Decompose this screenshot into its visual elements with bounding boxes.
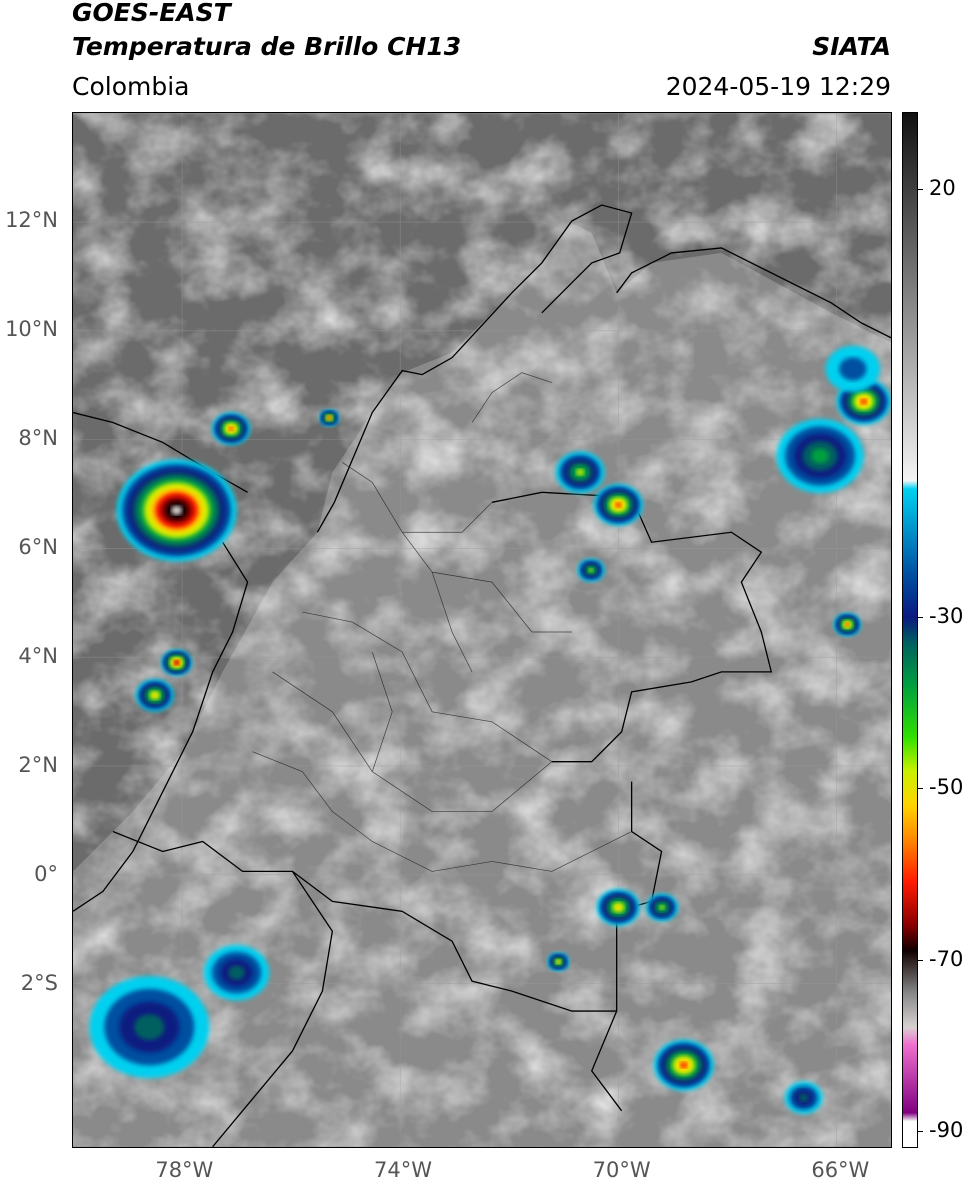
- lat-tick-label: 10°N: [5, 317, 58, 342]
- lat-tick-label: 0°: [34, 862, 58, 887]
- colorbar-tick-label: -30: [929, 604, 964, 629]
- storm-cordoba: [319, 409, 340, 427]
- lon-tick-label: 74°W: [374, 1158, 432, 1182]
- border-peru: [292, 870, 617, 1012]
- organization-label: SIATA: [812, 32, 891, 61]
- storm-contour: [228, 965, 245, 980]
- satellite-title: GOES-EAST: [72, 0, 231, 27]
- colorbar-tick-label: -70: [929, 946, 964, 971]
- storm-contour: [171, 505, 183, 515]
- region-label: Colombia: [72, 72, 190, 101]
- temperature-colorbar: [902, 112, 918, 1148]
- storm-uraba: [212, 412, 251, 445]
- lon-tick-label: 66°W: [811, 1158, 870, 1182]
- storm-venezuela-east: [776, 418, 864, 494]
- storm-ecuador-south: [89, 976, 210, 1079]
- storm-contour: [588, 568, 594, 573]
- storm-amazon-3: [645, 893, 679, 922]
- storm-pacific-south-1: [135, 679, 174, 712]
- storm-amazon-2: [596, 888, 641, 926]
- product-title: Temperatura de Brillo CH13: [72, 32, 462, 61]
- coastline-venezuela: [616, 247, 891, 339]
- colorbar-tick-label: -90: [929, 1117, 964, 1142]
- storm-contour: [839, 357, 867, 381]
- storm-amazon-5: [784, 1081, 823, 1115]
- storm-pacific-south-2: [161, 649, 192, 676]
- cloud-texture: [73, 113, 891, 1147]
- border-panama: [73, 411, 248, 493]
- lat-tick-label: 6°N: [18, 535, 58, 560]
- border-ecuador: [112, 830, 334, 1147]
- storm-apure: [555, 451, 605, 494]
- lat-tick-label: 2°N: [18, 753, 58, 778]
- lon-tick-label: 78°W: [155, 1158, 214, 1182]
- storm-contour: [860, 398, 868, 405]
- storm-contour: [174, 660, 179, 665]
- lon-tick-label: 70°W: [592, 1158, 651, 1182]
- storm-contour: [228, 426, 234, 431]
- storm-contour: [659, 905, 665, 910]
- storm-arauca: [593, 484, 643, 526]
- colorbar-tick: [918, 189, 923, 191]
- coastline-pacific: [73, 541, 249, 912]
- colorbar-tick-label: -50: [929, 775, 964, 800]
- colorbar-tick: [918, 617, 923, 619]
- colorbar-tick: [918, 1130, 923, 1132]
- storm-orinoco: [833, 612, 862, 637]
- lat-tick-label: 4°N: [18, 644, 58, 669]
- convective-cells: [89, 345, 891, 1115]
- storm-meta: [577, 558, 605, 582]
- storm-contour: [152, 692, 158, 698]
- lat-tick-label: 12°N: [5, 208, 58, 233]
- satellite-map: [72, 112, 892, 1148]
- colorbar-tick: [918, 788, 923, 790]
- storm-amazon-4: [547, 952, 570, 972]
- datetime-label: 2024-05-19 12:29: [665, 72, 891, 101]
- storm-contour: [134, 1014, 165, 1040]
- storm-contour: [615, 904, 622, 911]
- colorbar-tick: [918, 959, 923, 961]
- storm-contour: [680, 1061, 688, 1069]
- storm-amazon-1: [653, 1039, 714, 1091]
- storm-caribbean-east: [825, 345, 881, 393]
- storm-ecuador-2: [203, 944, 270, 1001]
- country-borders: [73, 204, 891, 1147]
- lat-tick-label: 2°S: [20, 971, 58, 996]
- storm-contour: [798, 1093, 809, 1102]
- storm-contour: [615, 502, 622, 508]
- storm-contour: [556, 959, 561, 964]
- storm-contour: [811, 448, 829, 464]
- storm-contour: [327, 415, 332, 420]
- department-borders: [252, 372, 632, 872]
- coastline-caribbean: [316, 204, 633, 533]
- storm-pacific-panama: [116, 459, 237, 562]
- storm-contour: [576, 468, 585, 476]
- colorbar-tick-label: 20: [929, 176, 956, 201]
- lat-tick-label: 8°N: [18, 426, 58, 451]
- storm-contour: [845, 622, 850, 627]
